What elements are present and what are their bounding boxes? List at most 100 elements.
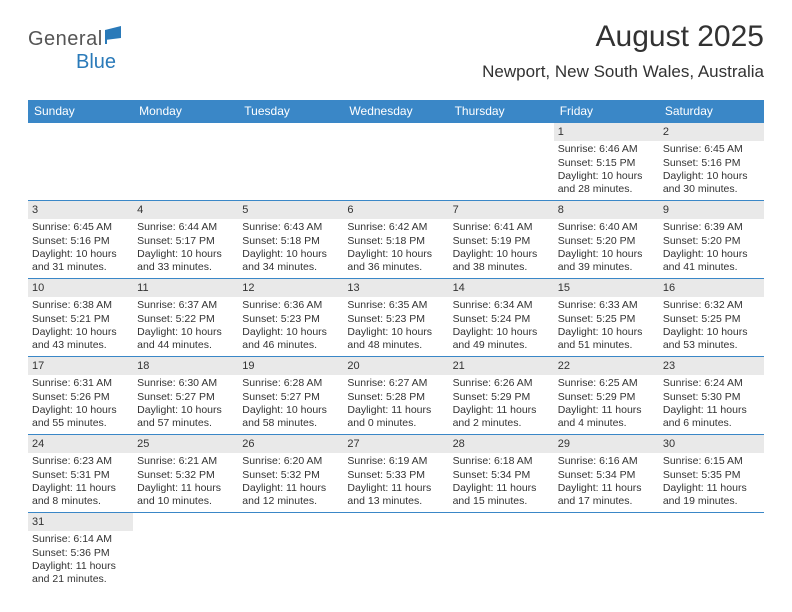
day-details: Sunrise: 6:41 AMSunset: 5:19 PMDaylight:… <box>449 221 554 278</box>
calendar-day-cell <box>554 513 659 597</box>
calendar-week-row: 31Sunrise: 6:14 AMSunset: 5:36 PMDayligh… <box>28 513 764 597</box>
calendar-day-cell: 22Sunrise: 6:25 AMSunset: 5:29 PMDayligh… <box>554 357 659 435</box>
sunrise-line: Sunrise: 6:16 AM <box>558 455 655 468</box>
sunset-line: Sunset: 5:21 PM <box>32 313 129 326</box>
sunset-line: Sunset: 5:36 PM <box>32 547 129 560</box>
daylight-line: Daylight: 10 hours and 30 minutes. <box>663 170 760 197</box>
calendar-day-cell <box>659 513 764 597</box>
day-number: 24 <box>28 435 133 453</box>
day-details: Sunrise: 6:45 AMSunset: 5:16 PMDaylight:… <box>28 221 133 278</box>
day-number: 6 <box>343 201 448 219</box>
day-header: Friday <box>554 100 659 123</box>
calendar-day-cell <box>133 513 238 597</box>
calendar-day-cell <box>343 513 448 597</box>
page-title: August 2025 <box>28 20 764 54</box>
sunset-line: Sunset: 5:20 PM <box>558 235 655 248</box>
day-number: 20 <box>343 357 448 375</box>
day-details: Sunrise: 6:19 AMSunset: 5:33 PMDaylight:… <box>343 455 448 512</box>
day-header: Sunday <box>28 100 133 123</box>
day-details: Sunrise: 6:30 AMSunset: 5:27 PMDaylight:… <box>133 377 238 434</box>
sunrise-line: Sunrise: 6:25 AM <box>558 377 655 390</box>
day-details: Sunrise: 6:15 AMSunset: 5:35 PMDaylight:… <box>659 455 764 512</box>
daylight-line: Daylight: 10 hours and 57 minutes. <box>137 404 234 431</box>
calendar-day-cell: 9Sunrise: 6:39 AMSunset: 5:20 PMDaylight… <box>659 201 764 279</box>
sunset-line: Sunset: 5:27 PM <box>242 391 339 404</box>
daylight-line: Daylight: 10 hours and 41 minutes. <box>663 248 760 275</box>
calendar-day-cell: 5 Sunrise: 6:43 AMSunset: 5:18 PMDaylight… <box>238 201 343 279</box>
sunset-line: Sunset: 5:32 PM <box>242 469 339 482</box>
day-number: 17 <box>28 357 133 375</box>
calendar-day-cell: 1 Sunrise: 6:46 AMSunset: 5:15 PMDaylight… <box>554 123 659 201</box>
day-details: Sunrise: 6:20 AMSunset: 5:32 PMDaylight:… <box>238 455 343 512</box>
daylight-line: Daylight: 10 hours and 48 minutes. <box>347 326 444 353</box>
day-number: 22 <box>554 357 659 375</box>
sunrise-line: Sunrise: 6:27 AM <box>347 377 444 390</box>
daylight-line: Daylight: 10 hours and 31 minutes. <box>32 248 129 275</box>
sunset-line: Sunset: 5:29 PM <box>453 391 550 404</box>
day-details: Sunrise: 6:21 AMSunset: 5:32 PMDaylight:… <box>133 455 238 512</box>
day-details: Sunrise: 6:24 AMSunset: 5:30 PMDaylight:… <box>659 377 764 434</box>
sunset-line: Sunset: 5:15 PM <box>558 157 655 170</box>
day-number: 29 <box>554 435 659 453</box>
calendar-day-cell: 2Sunrise: 6:45 AMSunset: 5:16 PMDaylight… <box>659 123 764 201</box>
sunrise-line: Sunrise: 6:32 AM <box>663 299 760 312</box>
day-details: Sunrise: 6:43 AMSunset: 5:18 PMDaylight:… <box>238 221 343 278</box>
sunset-line: Sunset: 5:33 PM <box>347 469 444 482</box>
daylight-line: Daylight: 11 hours and 6 minutes. <box>663 404 760 431</box>
calendar-day-cell: 28Sunrise: 6:18 AMSunset: 5:34 PMDayligh… <box>449 435 554 513</box>
sunrise-line: Sunrise: 6:30 AM <box>137 377 234 390</box>
sunrise-line: Sunrise: 6:39 AM <box>663 221 760 234</box>
sunrise-line: Sunrise: 6:14 AM <box>32 533 129 546</box>
sunset-line: Sunset: 5:22 PM <box>137 313 234 326</box>
day-details: Sunrise: 6:33 AMSunset: 5:25 PMDaylight:… <box>554 299 659 356</box>
sunrise-line: Sunrise: 6:21 AM <box>137 455 234 468</box>
day-number: 11 <box>133 279 238 297</box>
sunset-line: Sunset: 5:32 PM <box>137 469 234 482</box>
daylight-line: Daylight: 11 hours and 17 minutes. <box>558 482 655 509</box>
daylight-line: Daylight: 10 hours and 49 minutes. <box>453 326 550 353</box>
sunrise-line: Sunrise: 6:26 AM <box>453 377 550 390</box>
day-number: 16 <box>659 279 764 297</box>
calendar-day-cell: 11Sunrise: 6:37 AMSunset: 5:22 PMDayligh… <box>133 279 238 357</box>
daylight-line: Daylight: 11 hours and 4 minutes. <box>558 404 655 431</box>
sunset-line: Sunset: 5:23 PM <box>242 313 339 326</box>
day-header-row: Sunday Monday Tuesday Wednesday Thursday… <box>28 100 764 123</box>
day-number: 14 <box>449 279 554 297</box>
day-number: 10 <box>28 279 133 297</box>
day-details: Sunrise: 6:32 AMSunset: 5:25 PMDaylight:… <box>659 299 764 356</box>
day-number: 19 <box>238 357 343 375</box>
sunrise-line: Sunrise: 6:45 AM <box>32 221 129 234</box>
day-details: Sunrise: 6:46 AMSunset: 5:15 PMDaylight:… <box>554 143 659 200</box>
calendar-day-cell: 3 Sunrise: 6:45 AMSunset: 5:16 PMDaylight… <box>28 201 133 279</box>
day-number: 1 <box>554 123 659 141</box>
day-details: Sunrise: 6:40 AMSunset: 5:20 PMDaylight:… <box>554 221 659 278</box>
day-details: Sunrise: 6:36 AMSunset: 5:23 PMDaylight:… <box>238 299 343 356</box>
daylight-line: Daylight: 10 hours and 51 minutes. <box>558 326 655 353</box>
day-number: 3 <box>28 201 133 219</box>
daylight-line: Daylight: 11 hours and 2 minutes. <box>453 404 550 431</box>
day-details: Sunrise: 6:34 AMSunset: 5:24 PMDaylight:… <box>449 299 554 356</box>
calendar-day-cell: 31Sunrise: 6:14 AMSunset: 5:36 PMDayligh… <box>28 513 133 597</box>
sunrise-line: Sunrise: 6:28 AM <box>242 377 339 390</box>
calendar-day-cell: 10Sunrise: 6:38 AMSunset: 5:21 PMDayligh… <box>28 279 133 357</box>
sunrise-line: Sunrise: 6:42 AM <box>347 221 444 234</box>
sunrise-line: Sunrise: 6:36 AM <box>242 299 339 312</box>
day-number: 4 <box>133 201 238 219</box>
daylight-line: Daylight: 10 hours and 38 minutes. <box>453 248 550 275</box>
sunset-line: Sunset: 5:27 PM <box>137 391 234 404</box>
daylight-line: Daylight: 10 hours and 46 minutes. <box>242 326 339 353</box>
calendar-day-cell <box>449 513 554 597</box>
daylight-line: Daylight: 10 hours and 43 minutes. <box>32 326 129 353</box>
sunrise-line: Sunrise: 6:31 AM <box>32 377 129 390</box>
sunset-line: Sunset: 5:28 PM <box>347 391 444 404</box>
day-header: Wednesday <box>343 100 448 123</box>
day-number: 5 <box>238 201 343 219</box>
day-details: Sunrise: 6:27 AMSunset: 5:28 PMDaylight:… <box>343 377 448 434</box>
sunrise-line: Sunrise: 6:44 AM <box>137 221 234 234</box>
daylight-line: Daylight: 10 hours and 33 minutes. <box>137 248 234 275</box>
day-number: 31 <box>28 513 133 531</box>
day-details: Sunrise: 6:18 AMSunset: 5:34 PMDaylight:… <box>449 455 554 512</box>
sunset-line: Sunset: 5:35 PM <box>663 469 760 482</box>
calendar-week-row: 10Sunrise: 6:38 AMSunset: 5:21 PMDayligh… <box>28 279 764 357</box>
daylight-line: Daylight: 11 hours and 12 minutes. <box>242 482 339 509</box>
